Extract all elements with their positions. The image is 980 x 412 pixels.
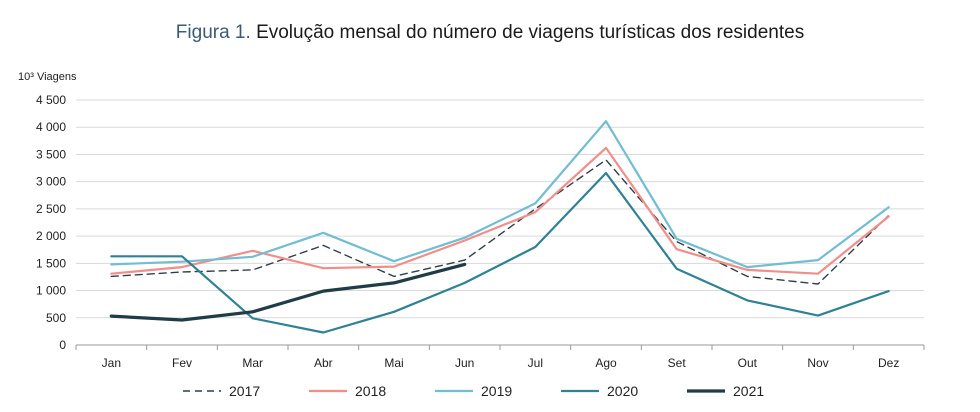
y-tick-label: 3 000 [36,175,66,189]
legend-label-2017: 2017 [229,383,260,399]
x-tick-label: Mar [242,356,263,370]
series-layer [109,120,890,334]
chart-title: Figura 1. Evolução mensal do número de v… [0,22,980,44]
grid-layer [76,99,924,319]
y-tick-label: 4 000 [36,120,66,134]
chart-title-prefix: Figura 1. [175,22,251,43]
x-tick-label: Jun [455,356,474,370]
legend-label-2020: 2020 [607,383,638,399]
chart-title-text: Evolução mensal do número de viagens tur… [256,22,805,43]
legend-label-2019: 2019 [481,383,512,399]
series-line-2019 [110,120,890,269]
y-axis-label: 10³ Viagens [18,71,77,83]
x-tick-label: Out [738,356,758,370]
y-tick-label: 500 [46,311,66,325]
x-tick-label: Ago [595,356,617,370]
series-line-2018 [110,146,890,275]
series-line-2017 [110,159,890,285]
x-tick-label: Set [668,356,687,370]
legend-label-2021: 2021 [733,383,764,399]
series-line-2020 [110,171,890,334]
x-tick-label: Jul [528,356,543,370]
y-tick-label: 3 500 [36,147,66,161]
legend-label-2018: 2018 [355,383,386,399]
x-tick-label: Jan [102,356,121,370]
x-tick-label: Abr [314,356,333,370]
x-tick-label: Mai [384,356,403,370]
x-tick-label: Nov [807,356,828,370]
x-tick-label: Dez [878,356,899,370]
y-tick-label: 2 000 [36,229,66,243]
y-tick-label: 1 500 [36,256,66,270]
y-tick-label: 2 500 [36,202,66,216]
y-tick-label: 1 000 [36,284,66,298]
y-tick-label: 4 500 [36,93,66,107]
series-line-2021 [109,262,467,322]
axis-layer: 0 500 1 000 1 500 2 000 2 500 3 000 3 500 4 000 4… [36,93,925,370]
x-tick-label: Fev [172,356,192,370]
y-tick-label: 0 [59,338,66,352]
legend: 2017 2018 2019 2020 2021 [183,383,764,399]
